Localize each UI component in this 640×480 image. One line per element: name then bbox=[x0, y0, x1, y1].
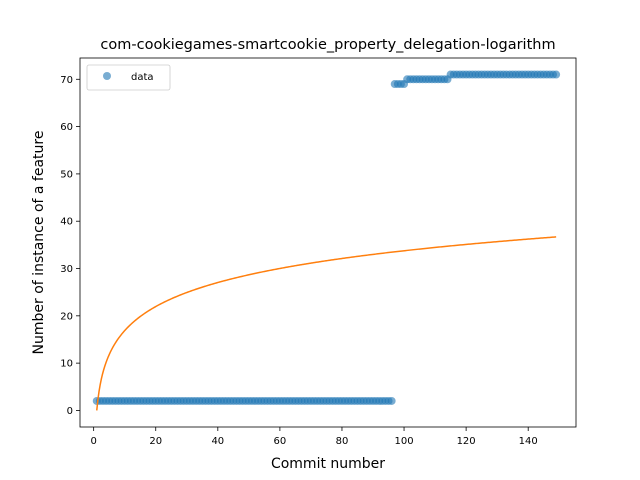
y-tick-label: 60 bbox=[60, 122, 73, 133]
x-tick-label: 20 bbox=[149, 436, 162, 447]
legend-marker-data bbox=[103, 72, 111, 80]
legend: data bbox=[86, 64, 171, 91]
y-tick-label: 30 bbox=[60, 264, 73, 275]
x-tick-label: 60 bbox=[274, 436, 287, 447]
y-axis-label: Number of instance of a feature bbox=[31, 131, 47, 355]
y-tick-label: 40 bbox=[60, 217, 73, 228]
x-tick-label: 80 bbox=[336, 436, 349, 447]
y-tick-label: 70 bbox=[60, 75, 73, 86]
chart-title: com-cookiegames-smartcookie_property_del… bbox=[100, 37, 555, 53]
x-tick-label: 0 bbox=[90, 436, 96, 447]
x-tick-label: 140 bbox=[519, 436, 538, 447]
y-tick-label: 10 bbox=[60, 359, 73, 370]
plot-frame bbox=[79, 57, 577, 428]
x-tick-label: 40 bbox=[211, 436, 224, 447]
legend-box bbox=[86, 64, 171, 91]
x-tick-label: 120 bbox=[457, 436, 476, 447]
y-tick-label: 50 bbox=[60, 169, 73, 180]
plot-background bbox=[80, 58, 576, 427]
data-point bbox=[552, 70, 561, 79]
plot-content bbox=[92, 70, 561, 411]
data-point bbox=[387, 396, 396, 405]
y-axis: 0 10 20 30 40 50 60 70 bbox=[60, 75, 80, 417]
x-axis: 0 20 40 60 80 100 120 140 bbox=[90, 427, 538, 447]
fit-line bbox=[96, 236, 557, 411]
legend-label-data: data bbox=[131, 72, 154, 83]
x-axis-label: Commit number bbox=[271, 456, 385, 472]
y-tick-label: 20 bbox=[60, 311, 73, 322]
x-tick-label: 100 bbox=[394, 436, 413, 447]
y-tick-label: 0 bbox=[67, 406, 73, 417]
